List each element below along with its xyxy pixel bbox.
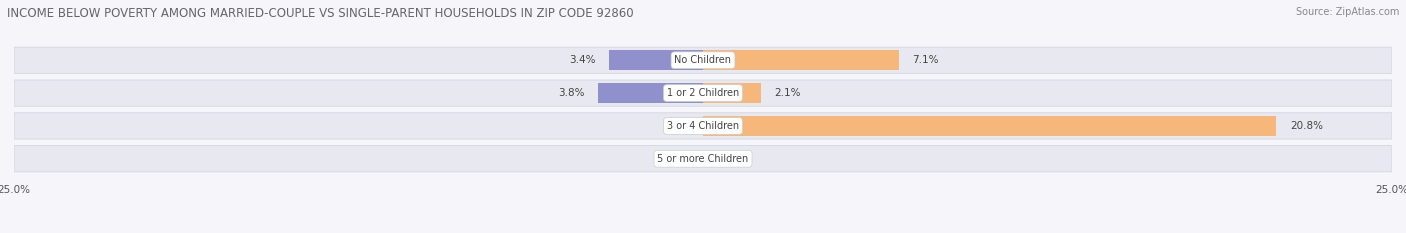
Text: 3.4%: 3.4% <box>569 55 596 65</box>
Text: 0.0%: 0.0% <box>664 121 689 131</box>
Text: 1 or 2 Children: 1 or 2 Children <box>666 88 740 98</box>
Text: Source: ZipAtlas.com: Source: ZipAtlas.com <box>1295 7 1399 17</box>
Text: No Children: No Children <box>675 55 731 65</box>
Text: 7.1%: 7.1% <box>912 55 939 65</box>
Bar <box>703 83 761 103</box>
FancyBboxPatch shape <box>14 80 1392 106</box>
Text: 3 or 4 Children: 3 or 4 Children <box>666 121 740 131</box>
FancyBboxPatch shape <box>14 47 1392 73</box>
Text: 2.1%: 2.1% <box>775 88 801 98</box>
Bar <box>599 83 703 103</box>
FancyBboxPatch shape <box>14 113 1392 139</box>
Text: INCOME BELOW POVERTY AMONG MARRIED-COUPLE VS SINGLE-PARENT HOUSEHOLDS IN ZIP COD: INCOME BELOW POVERTY AMONG MARRIED-COUPL… <box>7 7 634 20</box>
Text: 0.0%: 0.0% <box>717 154 742 164</box>
Bar <box>703 116 1277 136</box>
Text: 0.0%: 0.0% <box>664 154 689 164</box>
FancyBboxPatch shape <box>14 146 1392 172</box>
Text: 5 or more Children: 5 or more Children <box>658 154 748 164</box>
Bar <box>609 50 703 70</box>
Text: 20.8%: 20.8% <box>1289 121 1323 131</box>
Text: 3.8%: 3.8% <box>558 88 585 98</box>
Bar <box>703 50 898 70</box>
